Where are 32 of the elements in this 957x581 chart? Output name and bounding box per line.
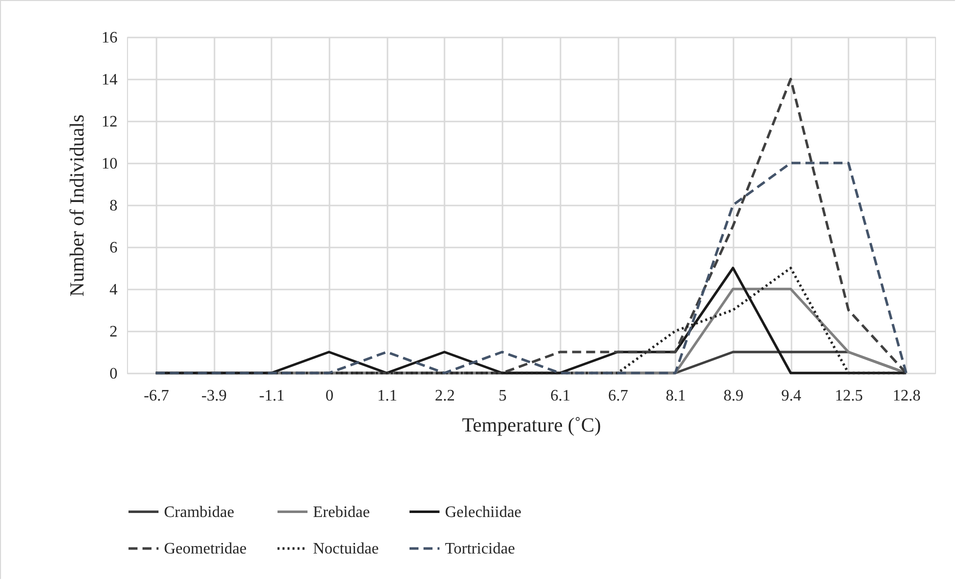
legend-label: Erebidae [313,504,370,521]
y-tick-label: 4 [110,282,118,298]
x-tick-label: 6.7 [608,388,628,404]
y-tick-label: 10 [102,156,118,172]
y-tick-label: 16 [102,30,118,46]
x-tick-label: -6.7 [144,388,170,404]
legend-label: Geometridae [164,540,247,558]
x-tick-label: 2.2 [434,388,455,404]
x-tick-label: -3.9 [201,388,227,404]
legend-label: Gelechiidae [445,504,522,521]
x-tick-label: 5 [498,388,507,404]
x-tick-label: 0 [326,388,334,404]
legend-label: Noctuidae [313,540,379,558]
x-tick-label: 12.5 [834,388,863,404]
y-tick-label: 12 [102,114,118,130]
x-tick-label: 6.1 [550,388,570,404]
y-axis-title: Number of Individuals [66,114,88,297]
x-tick-label: 8.1 [666,388,686,404]
y-tick-label: 8 [110,198,118,214]
y-tick-label: 6 [110,240,118,256]
y-tick-label: 2 [110,324,118,340]
y-tick-label: 14 [102,72,118,88]
x-axis-title: Temperature (˚C) [462,414,602,436]
x-tick-label: 8.9 [724,388,744,404]
legend-label: Tortricidae [445,540,515,558]
x-tick-label: 12.8 [892,388,921,404]
x-tick-label: -1.1 [259,388,284,404]
y-tick-label: 0 [110,366,118,382]
x-tick-label: 9.4 [781,388,802,404]
line-series [154,162,908,374]
legend-label: Crambidae [164,504,234,521]
x-tick-label: 1.1 [377,388,398,404]
